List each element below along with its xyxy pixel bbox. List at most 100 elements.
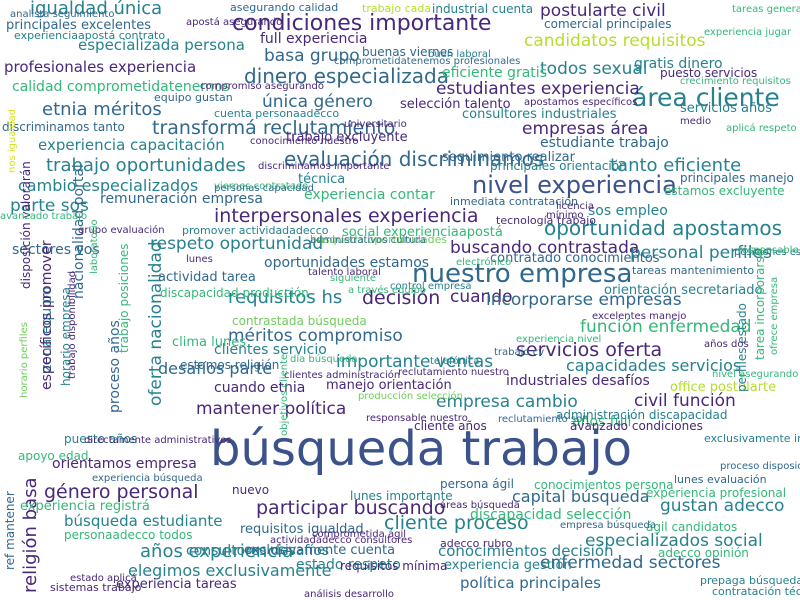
cloud-word: cuando etnia: [214, 380, 306, 396]
cloud-word: actividadadecco consultores: [270, 535, 413, 546]
cloud-word: decisión: [362, 287, 441, 309]
cloud-word: responsable nuestro: [366, 413, 468, 424]
cloud-word: consultores industriales: [462, 107, 617, 122]
cloud-word: experienciaapostá contrato: [14, 29, 166, 42]
cloud-word: cambio especializados: [18, 176, 199, 195]
cloud-word: condiciones importante: [232, 11, 492, 36]
cloud-word: mantener política: [196, 399, 347, 419]
cloud-word: trabajo cv: [494, 347, 545, 358]
cloud-word: nuevo: [232, 483, 270, 497]
cloud-word: área cliente: [632, 83, 780, 112]
cloud-word: puesto servicios: [660, 66, 758, 80]
cloud-word: horario perfiles: [19, 322, 30, 398]
cloud-word: experiencia contar: [304, 187, 435, 203]
cloud-word: buen laboral: [428, 49, 491, 60]
cloud-word: clientes servicio: [214, 342, 327, 358]
cloud-word: empresa búsqueda: [560, 520, 657, 531]
cloud-word: industrial cuenta: [432, 2, 534, 16]
cloud-word: tecnología trabajo: [496, 214, 596, 227]
cloud-word: experiencia registrá: [20, 499, 150, 514]
cloud-word: personaadecco todos: [64, 528, 193, 542]
cloud-word: años experiencia: [140, 541, 294, 562]
cloud-word: consultores desafíos: [186, 543, 330, 559]
cloud-word: apostá asegurando: [186, 17, 283, 28]
cloud-word: medio: [680, 116, 712, 127]
cloud-word: candidatos requisitos: [524, 31, 706, 51]
cloud-word: específicos promover: [39, 240, 55, 390]
cloud-word: puesto años: [64, 432, 138, 446]
cloud-word: capacidades servicios: [566, 356, 742, 375]
cloud-word: conocimientos decisión: [438, 542, 614, 560]
cloud-word: estudiantes experiencia: [436, 79, 640, 99]
cloud-word: tareas mantenimiento: [632, 264, 755, 277]
cloud-word: aplicá respeto: [726, 123, 797, 134]
cloud-word: avanzado trabajo: [0, 211, 88, 222]
cloud-word: cuando: [450, 287, 513, 307]
cloud-word: sistemas trabajo: [50, 581, 142, 594]
cloud-word: trabajo disponibilidad: [67, 270, 78, 379]
cloud-word: ofrece empresa: [769, 276, 780, 355]
cloud-word: orientación secretariado: [604, 283, 763, 298]
cloud-word: estado respeto: [296, 557, 401, 573]
cloud-word: tarea incorporarse: [753, 249, 767, 360]
cloud-word: siguiente: [330, 273, 377, 284]
cloud-word: años dos: [704, 339, 749, 350]
cloud-word: conocimientos persona: [534, 478, 674, 492]
cloud-word: avanzado condiciones: [570, 419, 703, 433]
cloud-word: oportunidades estamos: [264, 255, 430, 271]
cloud-word: estudiante trabajo: [540, 135, 669, 151]
cloud-word: estamos excluyente: [664, 184, 785, 198]
cloud-word: electrónico: [456, 257, 512, 268]
cloud-word: cliente años: [414, 419, 487, 433]
cloud-word: trabajo cada: [362, 2, 432, 15]
cloud-word: laboratorio: [89, 219, 100, 274]
cloud-word: a través equipo: [348, 285, 427, 296]
cloud-word: clima lunes: [172, 335, 246, 350]
cloud-word: requisitos hs: [228, 287, 343, 308]
cloud-word: lunes importante: [350, 489, 453, 503]
cloud-word: reclutamiento nuestro: [398, 367, 509, 378]
cloud-word: administrativos cultura: [310, 235, 426, 246]
cloud-word: discriminamos tanto: [2, 120, 125, 134]
cloud-word: comercial principales: [544, 17, 672, 31]
cloud-word: género personal: [44, 481, 199, 503]
cloud-word: buscando contrastada: [450, 238, 640, 258]
cloud-word: función enfermedad: [580, 317, 752, 337]
cloud-word: técnica: [298, 172, 346, 187]
cloud-word: nivel asegurando: [712, 369, 799, 380]
cloud-word: elegimos exclusivamente: [128, 561, 332, 580]
cloud-word: tanto eficiente: [610, 155, 742, 176]
cloud-word: directamente administrativos: [84, 435, 232, 446]
cloud-word: selección talento: [400, 97, 511, 112]
cloud-word: orientamos empresa: [52, 456, 197, 472]
cloud-word: buenas viernes: [362, 45, 454, 59]
cloud-word: cliente proceso: [384, 512, 529, 534]
cloud-word: igualdad única: [30, 0, 163, 19]
cloud-word: importante ventas: [336, 352, 494, 372]
cloud-word: requisitos igualdad: [240, 522, 364, 537]
cloud-word: principales excelentes: [6, 18, 152, 33]
cloud-word: apostamos específicos: [524, 97, 638, 108]
cloud-word: promover actividadadecco: [182, 224, 329, 237]
cloud-word: especializada persona: [78, 36, 245, 54]
cloud-word: excelentes manejo: [592, 311, 687, 322]
cloud-word: apoyo edad: [18, 449, 89, 463]
cloud-word: servicios oferta: [516, 339, 663, 361]
cloud-word: oferta nacionalidad: [146, 241, 166, 406]
cloud-word: comprometidatenemos profesionales: [334, 56, 521, 67]
cloud-word: mínimo: [546, 210, 584, 221]
cloud-word: sos empleo: [588, 203, 668, 219]
cloud-word: viernes contratado: [214, 181, 309, 192]
cloud-word: exclusivamente industrial: [704, 432, 800, 445]
cloud-word: seguimiento realizar: [442, 150, 575, 165]
cloud-word: cuenta personaadecco: [214, 107, 340, 120]
cloud-word: eficiente gratis: [442, 65, 547, 81]
cloud-word: adecco rubro: [440, 537, 513, 550]
cloud-word: política principales: [460, 574, 601, 592]
cloud-word: trabajo posiciones: [117, 243, 131, 353]
cloud-word: grupo evaluación: [78, 225, 165, 236]
cloud-word: administración discapacidad: [556, 408, 728, 422]
cloud-word: experiencia capacitación: [38, 136, 225, 154]
cloud-word: etnia méritos: [42, 99, 162, 120]
cloud-word: basa grupo: [264, 46, 360, 66]
